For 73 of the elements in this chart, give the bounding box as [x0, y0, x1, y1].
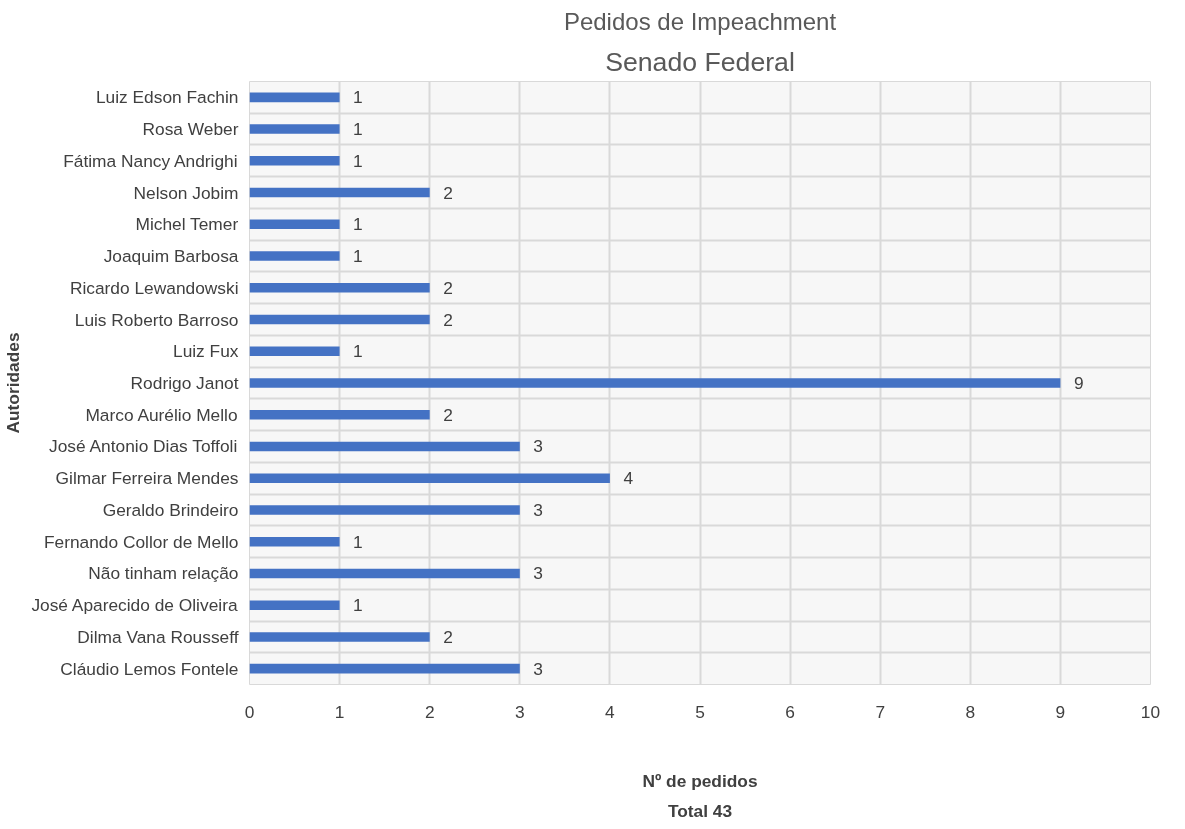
data-label: 1 [353, 150, 363, 171]
data-label: 3 [533, 436, 543, 457]
y-tick-label: Joaquim Barbosa [103, 246, 239, 267]
y-tick-label: Luiz Edson Fachin [95, 87, 239, 108]
bar [249, 409, 430, 420]
x-tick-label: 6 [785, 701, 795, 722]
y-tick-label: Fernando Collor de Mello [43, 531, 239, 552]
y-tick-label: Dilma Vana Rousseff [77, 626, 239, 647]
bar [249, 568, 520, 579]
data-label: 3 [533, 499, 543, 520]
y-tick-label: Rosa Weber [142, 119, 239, 140]
bar [249, 283, 430, 293]
bar [249, 473, 610, 483]
data-label: 2 [443, 277, 453, 298]
x-tick-label: 2 [424, 701, 435, 722]
y-axis-title: Autoridades [3, 332, 24, 434]
data-label: 1 [353, 531, 363, 552]
y-tick-label: Rodrigo Janot [130, 373, 239, 393]
x-tick-label: 5 [695, 701, 705, 722]
data-label: 4 [623, 468, 634, 489]
chart-title: Pedidos de Impeachment [563, 7, 837, 35]
data-label: 2 [443, 404, 453, 425]
bar [249, 505, 520, 515]
data-label: 3 [533, 563, 543, 584]
data-label: 9 [1073, 373, 1084, 393]
bar [249, 378, 1061, 388]
y-tick-label: Gilmar Ferreira Mendes [55, 468, 239, 489]
bar [249, 314, 430, 325]
data-label: 1 [353, 119, 363, 140]
bar [249, 187, 430, 198]
y-tick-label: Luiz Fux [173, 341, 239, 362]
x-tick-label: 1 [334, 701, 345, 722]
data-label: 1 [353, 214, 363, 235]
y-tick-label: Não tinham relação [88, 563, 239, 584]
bar [249, 600, 340, 610]
text: Total 43 [667, 800, 733, 821]
x-tick-label: 9 [1055, 701, 1066, 722]
x-tick-label: 7 [875, 701, 886, 722]
y-tick-label: Nelson Jobim [133, 182, 239, 203]
data-label: 1 [353, 595, 363, 616]
y-tick-label: Geraldo Brindeiro [102, 499, 239, 520]
data-label: 3 [533, 658, 543, 679]
bar [249, 536, 340, 547]
chart-subtitle: Senado Federal [605, 46, 795, 77]
data-label: 2 [443, 309, 453, 330]
y-tick-label: Michel Temer [135, 214, 239, 235]
x-tick-label: 0 [244, 701, 255, 722]
bar [249, 441, 520, 452]
x-tick-label: 8 [965, 701, 976, 722]
bar [249, 219, 340, 230]
bar [249, 251, 340, 261]
bar [249, 663, 520, 674]
y-tick-label: José Aparecido de Oliveira [31, 595, 238, 616]
data-label: 2 [443, 626, 453, 647]
data-label: 1 [353, 341, 363, 362]
data-label: 1 [353, 87, 363, 108]
bar [249, 124, 340, 134]
y-tick-label: Marco Aurélio Mello [85, 404, 238, 425]
x-tick-label: 3 [514, 701, 525, 722]
x-tick-label: 10 [1140, 701, 1161, 722]
x-tick-label: 4 [605, 701, 616, 722]
bar [249, 92, 340, 103]
y-tick-label: Fátima Nancy Andrighi [63, 150, 238, 171]
bar [249, 346, 340, 357]
data-label: 1 [353, 246, 363, 267]
data-label: 2 [443, 182, 453, 203]
bar [249, 632, 430, 642]
y-tick-label: Ricardo Lewandowski [69, 277, 239, 298]
y-tick-label: Cláudio Lemos Fontele [60, 658, 239, 679]
y-tick-label: Luis Roberto Barroso [74, 309, 239, 330]
x-axis-title: Nº de pedidos [642, 770, 758, 791]
bar [249, 156, 340, 166]
y-tick-label: José Antonio Dias Toffoli [49, 436, 238, 457]
